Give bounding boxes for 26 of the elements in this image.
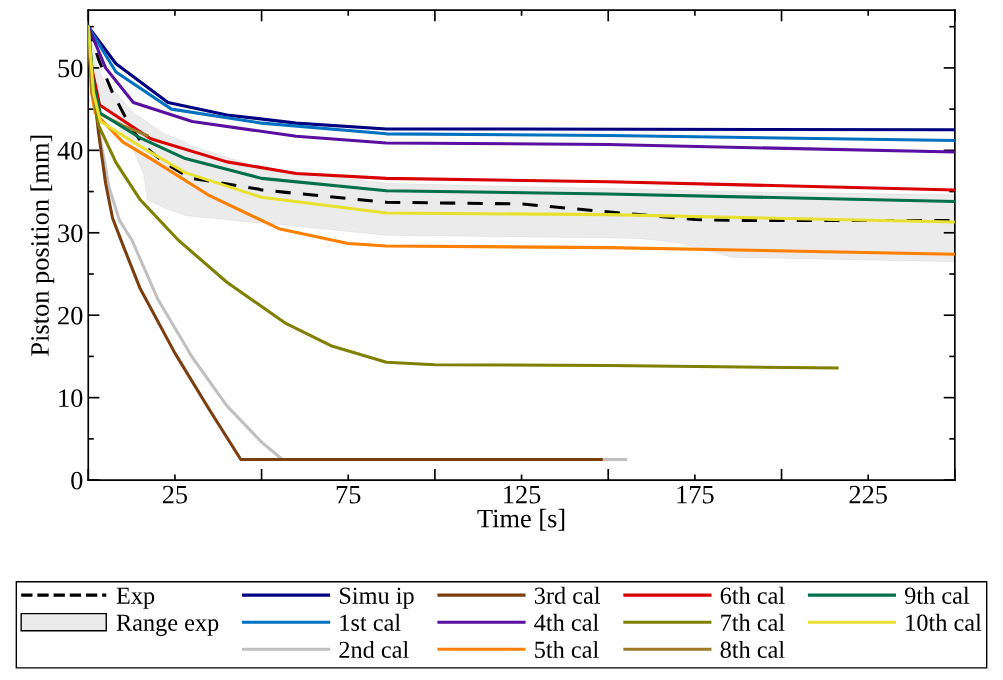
- x-tick-label: 75: [336, 485, 361, 504]
- legend-label: 1st cal: [340, 613, 401, 631]
- legend-label: 8th cal: [720, 640, 785, 658]
- legend-label: 4th cal: [534, 613, 599, 631]
- y-tick-label: 30: [58, 224, 83, 243]
- y-tick-label: 10: [59, 389, 83, 408]
- x-tick-label: 25: [162, 485, 188, 504]
- text: Range exp: [116, 614, 219, 636]
- y-tick-label: 20: [58, 306, 83, 325]
- legend-label: 3rd cal: [534, 586, 601, 604]
- y-tick-label: 40: [57, 141, 83, 160]
- legend-label: 2nd cal: [339, 640, 409, 658]
- legend-label: 7th cal: [721, 613, 785, 631]
- y-tick-label: 0: [71, 471, 83, 490]
- legend-label: 6th cal: [720, 586, 785, 604]
- legend-label: 5th cal: [535, 640, 599, 658]
- x-tick-label: 175: [677, 485, 714, 504]
- legend-label: Exp: [116, 587, 155, 609]
- x-tick-label: 125: [504, 485, 541, 504]
- y-tick-label: 50: [58, 59, 83, 78]
- legend-label: 10th cal: [906, 613, 982, 631]
- x-tick-label: 225: [849, 485, 887, 504]
- legend-label: 9th cal: [904, 586, 970, 604]
- y-axis-title: Piston position [mm]: [30, 135, 55, 356]
- x-axis-title: Time [s]: [477, 508, 565, 531]
- legend-label: Simu ip: [339, 587, 414, 609]
